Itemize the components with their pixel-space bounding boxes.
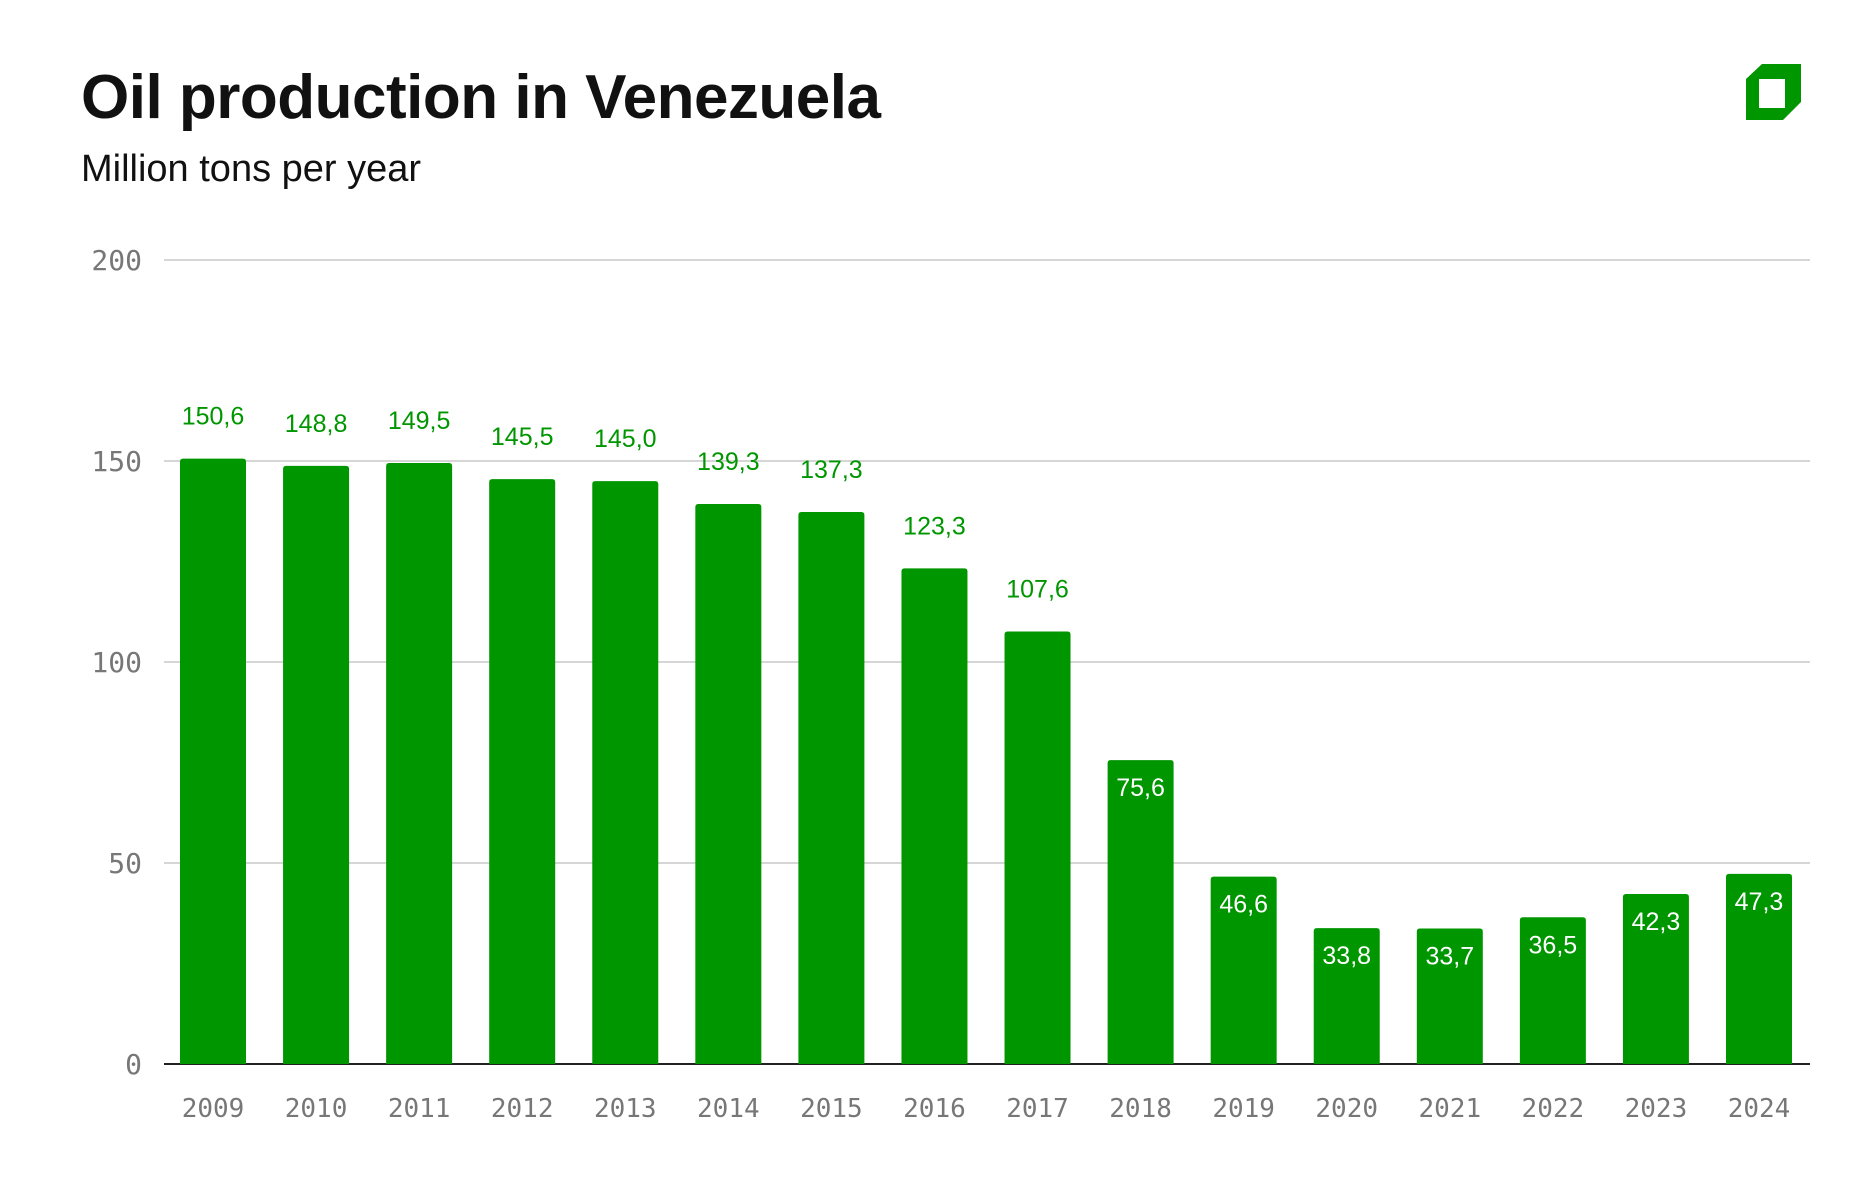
chart-subtitle: Million tons per year: [81, 148, 422, 190]
data-label: 149,5: [388, 407, 451, 435]
bar: [1210, 876, 1277, 1064]
x-tick-label: 2024: [1728, 1094, 1791, 1124]
x-tick-label: 2017: [1006, 1094, 1069, 1124]
bar: [1726, 873, 1792, 1064]
data-label: 47,3: [1735, 888, 1784, 916]
data-label: 145,5: [491, 423, 554, 451]
y-tick-label: 150: [91, 445, 142, 478]
x-tick-label: 2010: [285, 1094, 348, 1124]
data-label: 46,6: [1219, 891, 1268, 919]
y-tick-label: 200: [91, 244, 142, 277]
data-label: 145,0: [594, 425, 657, 453]
x-tick-label: 2018: [1109, 1094, 1172, 1124]
data-label: 137,3: [800, 456, 863, 484]
x-tick-label: 2013: [594, 1094, 657, 1124]
x-tick-label: 2016: [903, 1094, 966, 1124]
bar: [489, 479, 556, 1065]
x-tick-label: 2023: [1625, 1094, 1688, 1124]
data-label: 36,5: [1529, 931, 1578, 959]
bar: [695, 504, 762, 1064]
bar: [283, 465, 350, 1065]
data-label: 107,6: [1006, 575, 1069, 603]
data-label: 33,7: [1425, 943, 1474, 971]
x-tick-label: 2015: [800, 1094, 863, 1124]
x-tick-label: 2021: [1418, 1094, 1481, 1124]
data-label: 139,3: [697, 448, 760, 476]
bar: [592, 481, 659, 1065]
chart-title: Oil production in Venezuela: [81, 63, 881, 132]
data-label: 75,6: [1116, 774, 1165, 802]
bar: [798, 512, 865, 1064]
x-tick-label: 2011: [388, 1094, 451, 1124]
data-label: 148,8: [285, 410, 348, 438]
bar: [1313, 928, 1380, 1064]
bar: [1107, 760, 1174, 1064]
bar: [1519, 917, 1586, 1064]
data-label: 150,6: [182, 403, 245, 431]
y-tick-label: 0: [125, 1048, 142, 1081]
x-tick-label: 2014: [697, 1094, 760, 1124]
bar: [1416, 928, 1483, 1064]
x-tick-label: 2012: [491, 1094, 554, 1124]
bar: [386, 463, 453, 1064]
x-tick-label: 2020: [1315, 1094, 1378, 1124]
data-label: 33,8: [1322, 942, 1371, 970]
data-label: 42,3: [1632, 908, 1681, 936]
data-label: 123,3: [903, 512, 966, 540]
x-tick-label: 2009: [182, 1094, 245, 1124]
bar: [180, 458, 246, 1064]
logo-icon: [1746, 64, 1801, 120]
bar: [1622, 893, 1689, 1064]
y-tick-label: 100: [91, 646, 142, 679]
y-tick-label: 50: [108, 847, 142, 880]
x-tick-label: 2019: [1212, 1094, 1275, 1124]
bar: [901, 568, 968, 1064]
bar: [1004, 631, 1071, 1064]
x-tick-label: 2022: [1522, 1094, 1585, 1124]
